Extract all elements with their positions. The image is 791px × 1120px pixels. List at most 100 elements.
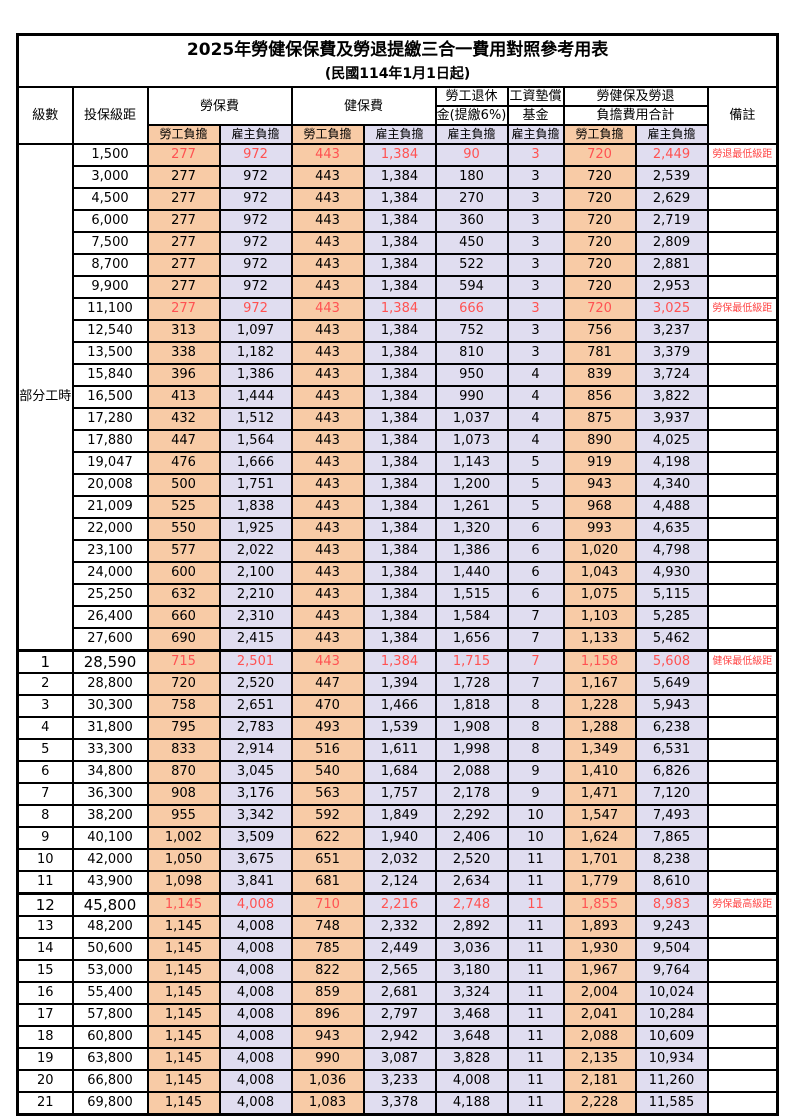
note-cell <box>706 782 779 806</box>
header-wage-fund-line1: 工資墊償 <box>506 86 565 107</box>
bracket-cell: 66,800 <box>71 1069 149 1093</box>
total-employer-cell: 10,284 <box>634 1003 709 1027</box>
total-employee-cell: 1,020 <box>562 539 637 563</box>
labor-ins-employer-cell: 4,008 <box>218 981 293 1005</box>
pension-employer-cell: 3,036 <box>434 937 509 961</box>
header-burden-employer: 雇主負擔 <box>506 124 565 145</box>
pension-employer-cell: 4,188 <box>434 1091 509 1116</box>
note-cell <box>706 870 779 895</box>
table-row: 17,880 447 1,564 443 1,384 1,073 4 890 4,025 <box>18 429 779 453</box>
wage-fund-employer-cell: 7 <box>506 672 565 696</box>
labor-ins-employee-cell: 432 <box>146 407 221 431</box>
total-employee-cell: 1,701 <box>562 848 637 872</box>
labor-ins-employee-cell: 476 <box>146 451 221 475</box>
total-employer-cell: 4,930 <box>634 561 709 585</box>
title-row: 2025年勞健保保費及勞退提繳三合一費用對照參考用表 (民國114年1月1日起) <box>16 33 779 88</box>
labor-ins-employer-cell: 972 <box>218 231 293 255</box>
total-employer-cell: 2,881 <box>634 253 709 277</box>
total-employee-cell: 1,133 <box>562 627 637 652</box>
part-time-label-cell: 部分工時 <box>16 143 74 652</box>
bracket-cell: 26,400 <box>71 605 149 629</box>
note-cell <box>706 319 779 343</box>
table-row: 20 66,800 1,145 4,008 1,036 3,233 4,008 11 2,181… <box>16 1069 779 1093</box>
note-cell <box>706 959 779 983</box>
pension-employer-cell: 1,656 <box>434 627 509 652</box>
table-row: 24,000 600 2,100 443 1,384 1,440 6 1,043 4,930 <box>18 561 779 585</box>
header-row-groups: 級數 投保級距 勞保費 健保費 勞工退休 工資墊償 勞健保及勞退 備註 <box>16 86 779 145</box>
health-ins-employer-cell: 3,378 <box>362 1091 437 1116</box>
pension-employer-cell: 2,406 <box>434 826 509 850</box>
wage-fund-employer-cell: 11 <box>506 959 565 983</box>
wage-fund-employer-cell: 7 <box>506 649 565 674</box>
labor-ins-employer-cell: 1,666 <box>218 451 293 475</box>
labor-ins-employee-cell: 396 <box>146 363 221 387</box>
total-employee-cell: 1,855 <box>562 892 637 917</box>
note-cell <box>706 209 779 233</box>
total-employer-cell: 10,024 <box>634 981 709 1005</box>
labor-ins-employee-cell: 833 <box>146 738 221 762</box>
labor-ins-employee-cell: 1,002 <box>146 826 221 850</box>
pension-employer-cell: 1,440 <box>434 561 509 585</box>
wage-fund-employer-cell: 5 <box>506 473 565 497</box>
labor-ins-employee-cell: 1,145 <box>146 1091 221 1116</box>
total-employer-cell: 7,493 <box>634 804 709 828</box>
labor-ins-employee-cell: 1,145 <box>146 892 221 917</box>
total-employee-cell: 2,135 <box>562 1047 637 1071</box>
table-row: 4 31,800 795 2,783 493 1,539 1,908 8 1,288 6,238 <box>16 716 779 740</box>
table-row: 9 40,100 1,002 3,509 622 1,940 2,406 10 1,624 7,8… <box>16 826 779 850</box>
total-employee-cell: 2,181 <box>562 1069 637 1093</box>
note-cell <box>706 187 779 211</box>
labor-ins-employer-cell: 4,008 <box>218 937 293 961</box>
labor-ins-employee-cell: 413 <box>146 385 221 409</box>
total-employee-cell: 839 <box>562 363 637 387</box>
pension-employer-cell: 3,180 <box>434 959 509 983</box>
note-cell <box>706 1091 779 1116</box>
note-cell <box>706 716 779 740</box>
health-ins-employee-cell: 443 <box>290 231 365 255</box>
bracket-cell: 8,700 <box>71 253 149 277</box>
note-cell <box>706 694 779 718</box>
health-ins-employee-cell: 1,083 <box>290 1091 365 1116</box>
pension-employer-cell: 1,143 <box>434 451 509 475</box>
note-cell <box>706 385 779 409</box>
table-row: 12,540 313 1,097 443 1,384 752 3 756 3,237 <box>18 319 779 343</box>
table-row: 6 34,800 870 3,045 540 1,684 2,088 9 1,410 6,826 <box>16 760 779 784</box>
wage-fund-employer-cell: 4 <box>506 363 565 387</box>
level-cell: 2 <box>16 672 74 696</box>
wage-fund-employer-cell: 6 <box>506 539 565 563</box>
health-ins-employee-cell: 443 <box>290 165 365 189</box>
table-row: 23,100 577 2,022 443 1,384 1,386 6 1,020 4,798 <box>18 539 779 563</box>
level-cell: 4 <box>16 716 74 740</box>
labor-ins-employee-cell: 277 <box>146 275 221 299</box>
labor-ins-employee-cell: 720 <box>146 672 221 696</box>
bracket-cell: 24,000 <box>71 561 149 585</box>
health-ins-employer-cell: 1,384 <box>362 583 437 607</box>
table-row: 19,047 476 1,666 443 1,384 1,143 5 919 4,198 <box>18 451 779 475</box>
total-employer-cell: 4,635 <box>634 517 709 541</box>
total-employer-cell: 7,120 <box>634 782 709 806</box>
pension-employer-cell: 4,008 <box>434 1069 509 1093</box>
note-cell: 健保最低級距 <box>706 649 779 674</box>
labor-ins-employee-cell: 277 <box>146 165 221 189</box>
total-employee-cell: 993 <box>562 517 637 541</box>
wage-fund-employer-cell: 3 <box>506 209 565 233</box>
level-cell: 18 <box>16 1025 74 1049</box>
total-employee-cell: 1,043 <box>562 561 637 585</box>
level-cell: 13 <box>16 915 74 939</box>
wage-fund-employer-cell: 5 <box>506 451 565 475</box>
table-row: 1 28,590 715 2,501 443 1,384 1,715 7 1,158 5,608 健… <box>16 649 779 674</box>
pension-employer-cell: 522 <box>434 253 509 277</box>
labor-ins-employer-cell: 2,022 <box>218 539 293 563</box>
bracket-cell: 16,500 <box>71 385 149 409</box>
pension-employer-cell: 1,320 <box>434 517 509 541</box>
total-employer-cell: 5,115 <box>634 583 709 607</box>
health-ins-employee-cell: 822 <box>290 959 365 983</box>
health-ins-employer-cell: 1,384 <box>362 187 437 211</box>
total-employee-cell: 1,158 <box>562 649 637 674</box>
labor-ins-employee-cell: 1,145 <box>146 1025 221 1049</box>
note-cell <box>706 517 779 541</box>
total-employee-cell: 2,041 <box>562 1003 637 1027</box>
health-ins-employer-cell: 2,216 <box>362 892 437 917</box>
health-ins-employee-cell: 563 <box>290 782 365 806</box>
pension-employer-cell: 90 <box>434 143 509 167</box>
